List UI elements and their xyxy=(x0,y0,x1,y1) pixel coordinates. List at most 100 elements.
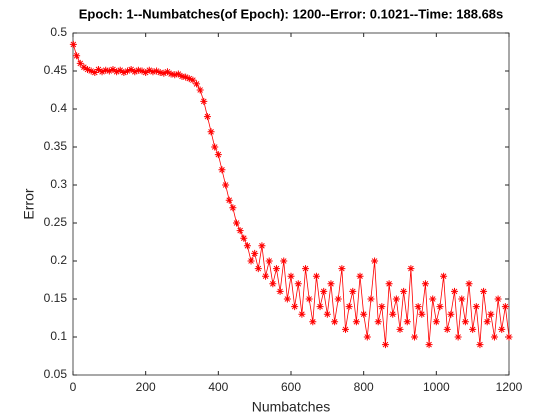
data-point xyxy=(269,280,277,288)
data-point xyxy=(469,325,477,333)
data-point xyxy=(76,59,84,67)
x-tick-label: 1000 xyxy=(423,380,450,394)
data-point xyxy=(451,287,458,295)
data-point xyxy=(305,295,313,303)
data-point xyxy=(429,295,437,303)
data-point xyxy=(363,333,371,341)
data-point xyxy=(316,303,324,311)
data-point xyxy=(294,280,302,288)
data-point xyxy=(185,75,193,83)
data-point xyxy=(331,318,339,326)
data-point xyxy=(505,333,513,341)
data-point xyxy=(494,295,502,303)
data-point xyxy=(480,287,488,295)
data-point xyxy=(298,310,306,318)
data-point xyxy=(352,318,360,326)
data-point xyxy=(418,310,426,318)
data-point xyxy=(196,86,204,94)
data-point xyxy=(222,181,230,189)
data-point xyxy=(447,310,455,318)
data-point xyxy=(240,234,248,242)
data-point xyxy=(113,68,121,76)
y-axis-label: Error xyxy=(21,188,37,219)
data-point xyxy=(145,66,153,74)
data-point xyxy=(381,341,389,349)
y-tick-label: 0.4 xyxy=(50,101,67,115)
data-point xyxy=(407,265,415,273)
data-point xyxy=(131,68,139,76)
data-point xyxy=(200,97,208,105)
data-point xyxy=(396,325,404,333)
data-point xyxy=(178,72,186,80)
data-point xyxy=(367,295,375,303)
data-point xyxy=(440,272,448,280)
y-tick-label: 0.3 xyxy=(50,177,67,191)
data-point xyxy=(421,280,429,288)
data-point xyxy=(105,67,113,75)
data-point xyxy=(432,318,440,326)
data-point xyxy=(461,318,469,326)
data-point xyxy=(214,151,222,159)
data-point xyxy=(160,69,168,77)
data-point xyxy=(109,65,117,73)
data-point xyxy=(487,310,495,318)
data-point xyxy=(291,303,299,311)
data-point xyxy=(142,69,150,77)
data-point xyxy=(465,280,473,288)
data-point xyxy=(134,66,142,74)
data-point xyxy=(124,67,131,75)
data-point xyxy=(312,272,320,280)
y-tick-label: 0.5 xyxy=(50,25,67,39)
data-point xyxy=(385,280,393,288)
data-point xyxy=(193,80,201,88)
data-point xyxy=(476,341,484,349)
data-point xyxy=(323,310,331,318)
data-point xyxy=(443,325,451,333)
data-point xyxy=(116,66,124,74)
data-point xyxy=(280,257,288,265)
x-tick-label: 1200 xyxy=(496,380,523,394)
data-point xyxy=(94,65,102,73)
data-point xyxy=(251,249,259,257)
y-tick-label: 0.05 xyxy=(44,367,68,381)
data-point xyxy=(156,69,164,77)
data-point xyxy=(490,333,498,341)
x-tick-label: 400 xyxy=(208,380,228,394)
data-point xyxy=(498,325,506,333)
data-point xyxy=(320,287,328,295)
x-tick-label: 0 xyxy=(70,380,77,394)
data-point xyxy=(436,303,444,311)
data-point xyxy=(127,65,135,73)
x-tick-label: 800 xyxy=(354,380,374,394)
data-point xyxy=(414,303,422,311)
data-point xyxy=(163,68,171,76)
data-point xyxy=(120,69,128,77)
x-tick-label: 600 xyxy=(281,380,301,394)
data-point xyxy=(174,70,182,78)
data-point xyxy=(189,76,197,84)
data-point xyxy=(84,65,92,73)
data-point xyxy=(454,333,462,341)
axes-box xyxy=(72,32,510,376)
data-point xyxy=(287,272,295,280)
chart-title: Epoch: 1--Numbatches(of Epoch): 1200--Er… xyxy=(79,6,504,21)
data-point xyxy=(265,257,273,265)
data-point xyxy=(501,303,509,311)
data-point xyxy=(345,303,353,311)
y-tick-label: 0.35 xyxy=(44,139,68,153)
data-point xyxy=(338,265,346,273)
data-point xyxy=(218,166,226,174)
data-point xyxy=(472,303,480,311)
data-point xyxy=(309,318,317,326)
data-point xyxy=(425,341,433,349)
data-point xyxy=(247,257,255,265)
data-point xyxy=(73,52,81,60)
data-point xyxy=(403,318,411,326)
data-point xyxy=(400,287,408,295)
data-point xyxy=(334,295,342,303)
data-point xyxy=(207,128,215,136)
data-point xyxy=(411,333,419,341)
data-point xyxy=(371,257,379,265)
data-point xyxy=(258,242,266,250)
data-point xyxy=(392,295,400,303)
